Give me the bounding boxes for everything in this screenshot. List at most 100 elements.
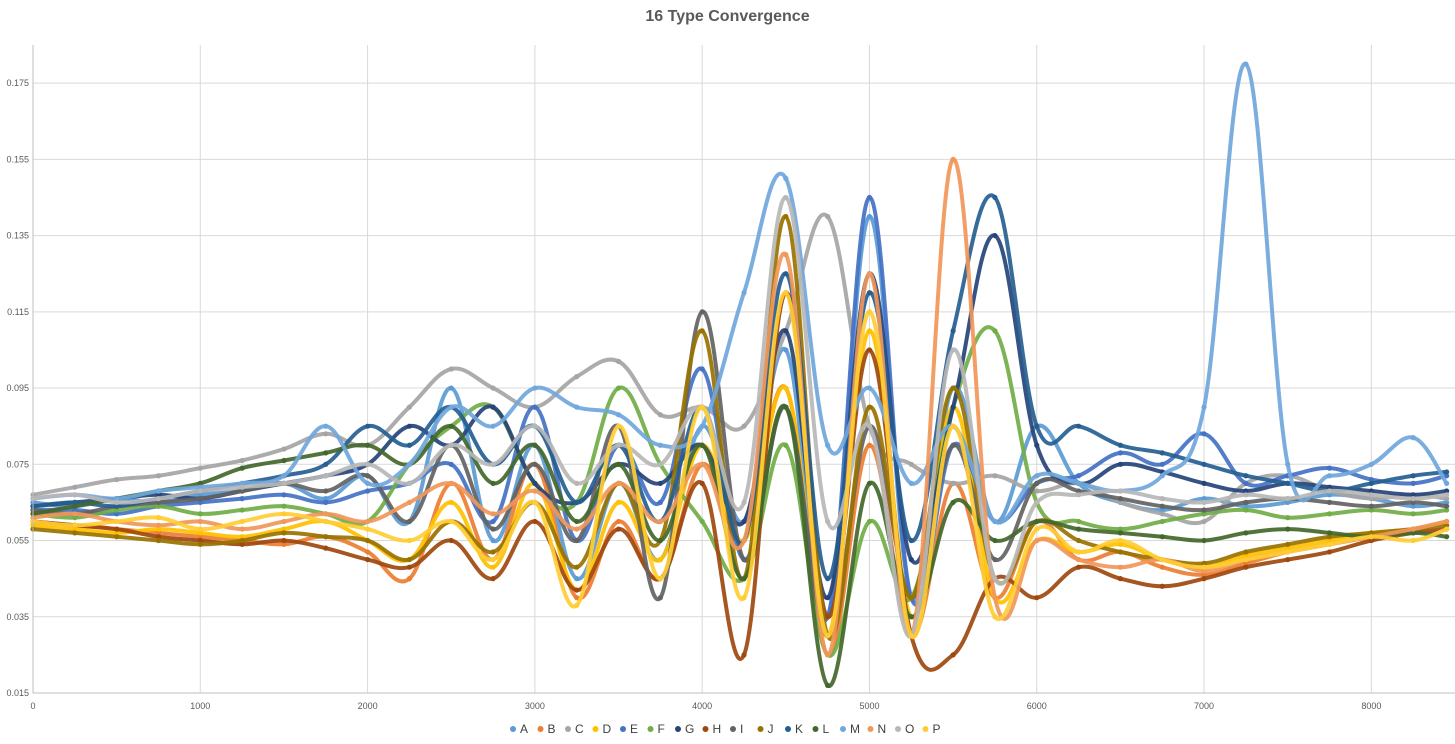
legend-item-j[interactable]: J	[757, 722, 774, 736]
data-point	[741, 652, 747, 658]
legend-item-l[interactable]: L	[812, 722, 830, 736]
data-point	[281, 446, 287, 452]
legend-item-b[interactable]: B	[537, 722, 556, 736]
data-point	[323, 534, 329, 540]
data-point	[72, 515, 78, 521]
data-point	[908, 480, 914, 486]
data-point	[448, 461, 454, 467]
legend-item-d[interactable]: D	[592, 722, 612, 736]
data-point	[1243, 499, 1249, 506]
data-point	[114, 476, 120, 483]
data-point	[741, 290, 747, 296]
data-point	[1243, 553, 1249, 559]
data-point	[406, 480, 413, 486]
data-point	[448, 404, 454, 410]
data-point	[1410, 530, 1416, 536]
data-point	[1075, 564, 1082, 570]
data-point	[114, 499, 120, 506]
legend-item-c[interactable]: C	[565, 722, 584, 736]
data-point	[908, 537, 914, 544]
data-point	[1285, 499, 1291, 506]
data-point	[1410, 526, 1416, 532]
data-point	[1159, 564, 1165, 570]
data-point	[281, 473, 287, 479]
data-point	[197, 496, 203, 502]
data-point	[72, 522, 78, 528]
data-point	[197, 499, 203, 506]
data-point	[1243, 61, 1249, 67]
data-point	[950, 347, 956, 353]
data-point	[657, 595, 663, 601]
data-point	[1034, 499, 1040, 506]
legend-item-m[interactable]: M	[840, 722, 860, 736]
data-point	[490, 511, 496, 517]
legend-item-h[interactable]: H	[702, 722, 722, 736]
data-point	[72, 530, 78, 536]
data-point	[741, 518, 747, 525]
data-point	[1326, 488, 1333, 494]
data-point	[950, 156, 956, 162]
data-point	[448, 442, 454, 448]
legend-item-i[interactable]: I	[730, 722, 743, 736]
legend-marker	[895, 726, 901, 732]
data-point	[323, 545, 329, 551]
data-point	[448, 480, 454, 486]
data-point	[406, 556, 413, 563]
data-point	[1368, 503, 1374, 509]
series-l	[30, 403, 1450, 688]
data-point	[114, 518, 120, 525]
x-tick-label: 2000	[358, 701, 378, 711]
x-tick-label: 4000	[692, 701, 712, 711]
data-point	[783, 328, 789, 334]
data-point	[1410, 480, 1416, 486]
data-point	[1201, 568, 1207, 574]
legend-item-g[interactable]: G	[675, 722, 694, 736]
data-point	[741, 537, 747, 544]
legend-label: K	[795, 722, 803, 736]
data-point	[992, 595, 998, 601]
data-point	[155, 530, 162, 536]
data-point	[1243, 560, 1249, 567]
legend-label: P	[933, 722, 941, 736]
data-point	[783, 385, 789, 391]
data-point	[155, 492, 162, 498]
legend-item-a[interactable]: A	[510, 722, 528, 736]
data-point	[1444, 534, 1450, 540]
data-point	[1243, 530, 1249, 536]
legend-label: A	[520, 722, 528, 736]
legend-marker	[840, 726, 846, 732]
chart-title: 16 Type Convergence	[645, 8, 810, 25]
data-point	[1117, 526, 1124, 532]
legend-marker	[785, 726, 791, 732]
data-point	[72, 526, 78, 532]
legend-item-k[interactable]: K	[785, 722, 803, 736]
data-point	[155, 496, 162, 502]
legend-item-p[interactable]: P	[922, 722, 941, 736]
data-point	[490, 549, 496, 555]
data-point	[992, 232, 998, 239]
data-point	[490, 556, 496, 563]
data-point	[1201, 572, 1207, 578]
data-point	[490, 564, 496, 570]
data-point	[1326, 511, 1333, 517]
data-point	[406, 404, 413, 410]
legend-item-o[interactable]: O	[895, 722, 914, 736]
legend-item-f[interactable]: F	[647, 722, 665, 736]
legend-marker	[565, 726, 571, 732]
data-point	[574, 537, 580, 544]
data-point	[1075, 549, 1082, 555]
legend-item-n[interactable]: N	[867, 722, 887, 736]
legend-item-e[interactable]: E	[620, 722, 638, 736]
data-point	[155, 473, 162, 479]
data-point	[825, 682, 831, 688]
y-tick-label: 0.155	[6, 154, 29, 164]
data-point	[1285, 545, 1291, 551]
data-point	[323, 461, 329, 467]
data-point	[699, 366, 705, 372]
data-point	[866, 213, 873, 220]
data-point	[1159, 534, 1165, 540]
data-point	[532, 488, 538, 494]
legend-marker	[812, 726, 819, 732]
data-point	[866, 290, 873, 296]
data-point	[574, 602, 580, 608]
